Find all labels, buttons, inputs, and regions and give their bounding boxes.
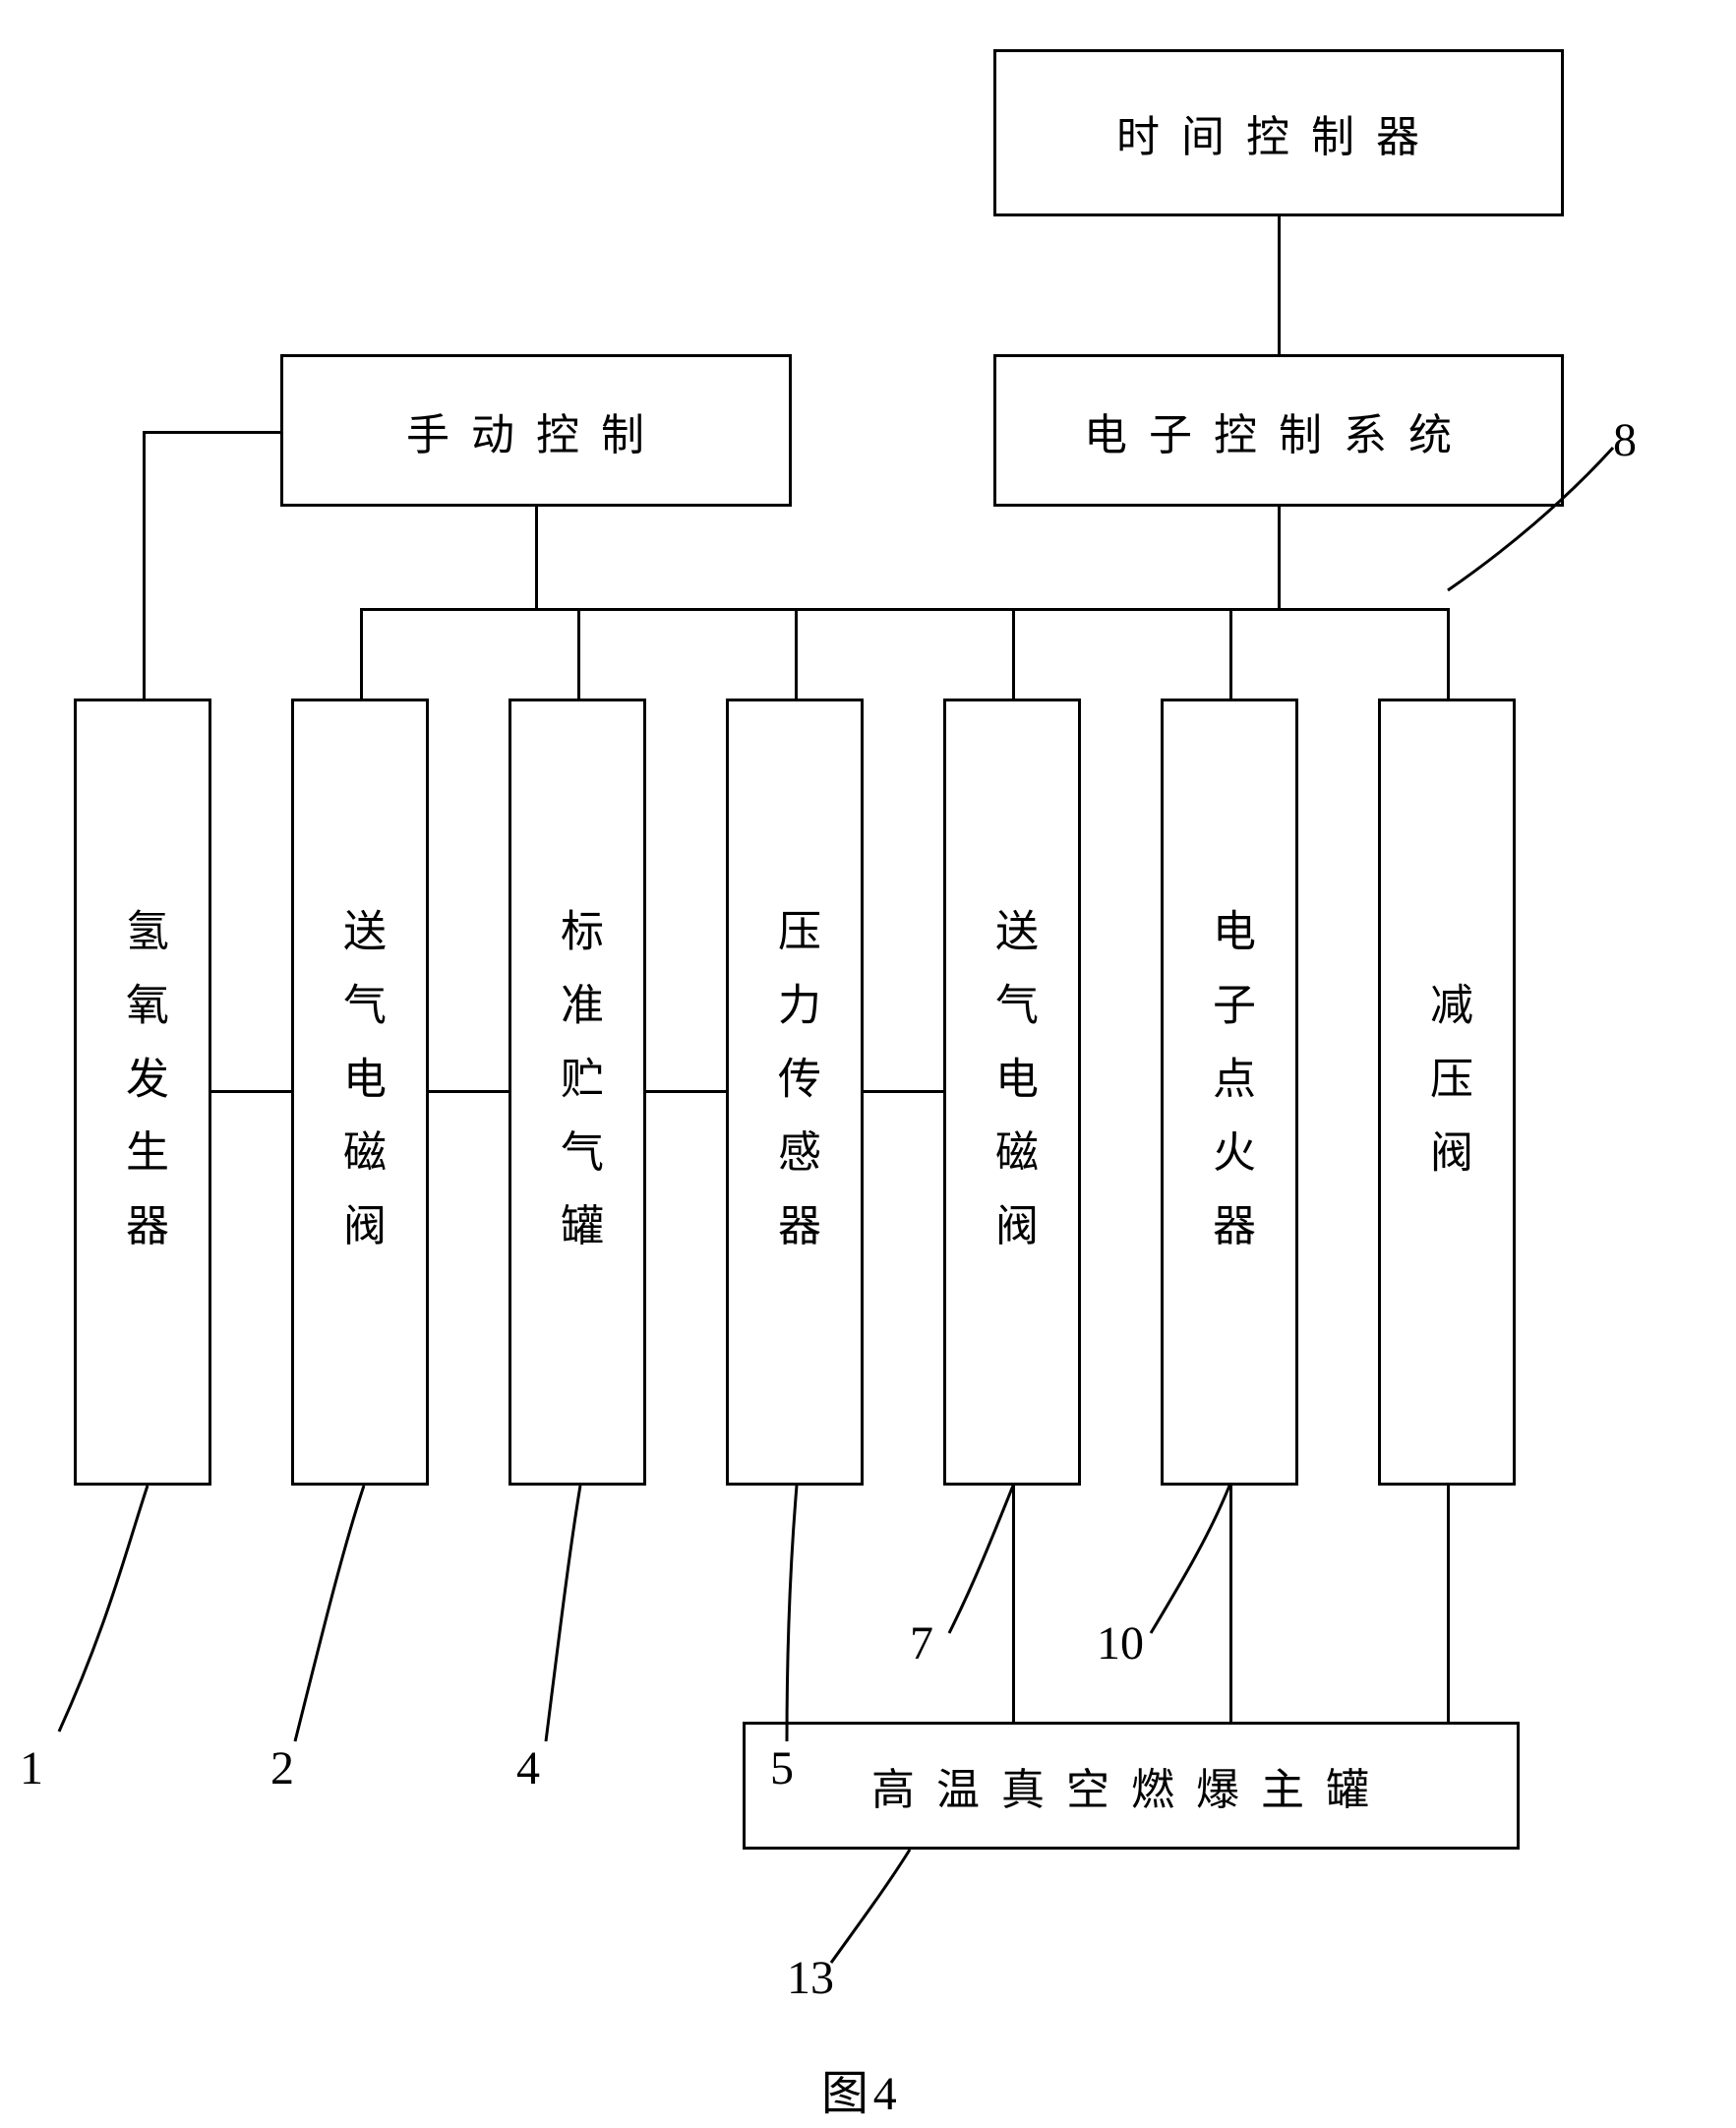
- box-n5: 压力传感器: [726, 699, 864, 1486]
- drop-n2: [360, 608, 363, 699]
- box-n1-label: 氢氧发生器: [121, 908, 164, 1276]
- box-n4-label: 标准贮气罐: [556, 908, 599, 1276]
- bus-line: [360, 608, 1447, 611]
- box-n10-label: 电子点火器: [1208, 908, 1251, 1276]
- box-main-tank: 高温真空燃爆主罐: [743, 1722, 1520, 1850]
- label-8: 8: [1613, 413, 1637, 467]
- label-4: 4: [516, 1741, 540, 1795]
- edge-n10-tank: [1229, 1486, 1232, 1722]
- edge-ecs-bus: [1278, 507, 1281, 610]
- drop-n10: [1229, 608, 1232, 699]
- box-n2: 送气电磁阀: [291, 699, 429, 1486]
- edge-manual-n1-v: [143, 431, 146, 699]
- box-ecs-label: 电子控制系统: [1084, 399, 1473, 462]
- label-2: 2: [270, 1741, 294, 1795]
- label-1: 1: [20, 1741, 43, 1795]
- box-main-tank-label: 高温真空燃爆主罐: [871, 1754, 1391, 1817]
- box-n7-label: 送气电磁阀: [990, 908, 1034, 1276]
- chain-5-7: [864, 1090, 943, 1093]
- box-manual: 手动控制: [280, 354, 792, 507]
- chain-2-4: [429, 1090, 509, 1093]
- edge-manual-n1-h: [143, 431, 283, 434]
- box-timer: 时间控制器: [993, 49, 1564, 216]
- edge-manual-bus: [535, 507, 538, 610]
- box-n5-label: 压力传感器: [773, 908, 816, 1276]
- figure-caption: 图4: [821, 2054, 902, 2123]
- drop-n4: [577, 608, 580, 699]
- chain-1-2: [211, 1090, 291, 1093]
- drop-n5: [795, 608, 798, 699]
- drop-n7: [1012, 608, 1015, 699]
- label-5: 5: [770, 1741, 794, 1795]
- box-manual-label: 手动控制: [406, 399, 666, 462]
- box-n8-label: 减压阀: [1425, 982, 1468, 1202]
- box-n8: 减压阀: [1378, 699, 1516, 1486]
- box-n4: 标准贮气罐: [509, 699, 646, 1486]
- edge-n8-tank: [1447, 1486, 1450, 1722]
- box-n1: 氢氧发生器: [74, 699, 211, 1486]
- label-10: 10: [1097, 1616, 1144, 1671]
- edge-timer-ecs: [1278, 216, 1281, 354]
- box-n2-label: 送气电磁阀: [338, 908, 382, 1276]
- box-n10: 电子点火器: [1161, 699, 1298, 1486]
- box-timer-label: 时间控制器: [1116, 101, 1441, 164]
- box-n7: 送气电磁阀: [943, 699, 1081, 1486]
- drop-n8: [1447, 608, 1450, 699]
- label-13: 13: [787, 1951, 834, 2005]
- label-7: 7: [910, 1616, 933, 1671]
- box-ecs: 电子控制系统: [993, 354, 1564, 507]
- edge-n7-tank: [1012, 1486, 1015, 1722]
- chain-4-5: [646, 1090, 726, 1093]
